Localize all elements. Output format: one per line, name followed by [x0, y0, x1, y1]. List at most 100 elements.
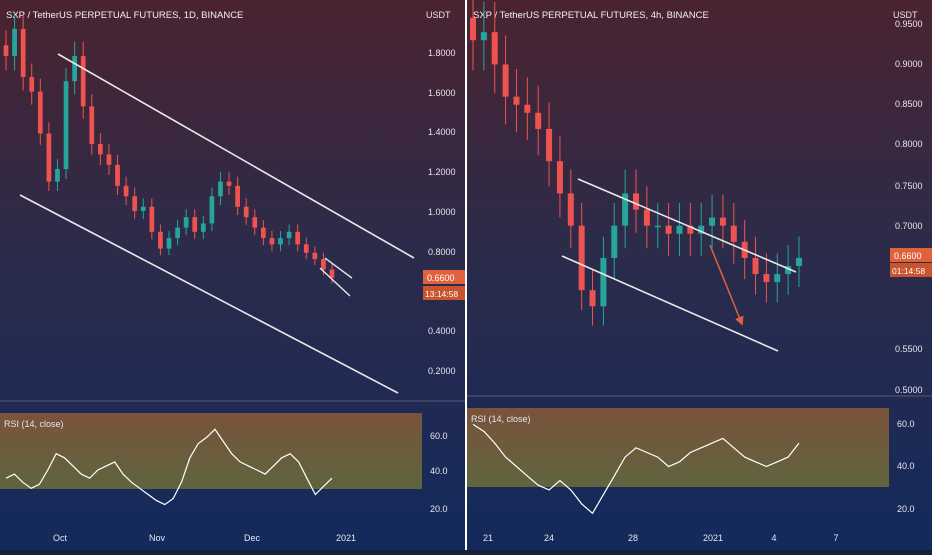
- candle: [278, 238, 283, 245]
- candle: [3, 45, 9, 57]
- candle: [600, 257, 607, 307]
- countdown-tag: [890, 263, 932, 277]
- candle: [72, 56, 77, 82]
- price-tick-label: 0.9000: [895, 59, 923, 69]
- rsi-label: RSI (14, close): [471, 414, 531, 424]
- price-tick-label: 0.2000: [428, 366, 456, 376]
- candle: [578, 225, 585, 291]
- rsi-label: RSI (14, close): [4, 419, 64, 429]
- time-tick-label: 24: [544, 533, 554, 543]
- trend-line[interactable]: [57, 53, 415, 259]
- candle: [106, 154, 112, 165]
- time-tick-label: 2021: [336, 533, 356, 543]
- candle: [295, 231, 301, 245]
- bar-countdown-label: 13:14:58: [425, 289, 458, 299]
- candle: [140, 206, 146, 211]
- candle: [261, 227, 266, 239]
- last-price-tag: [890, 248, 932, 262]
- candle: [321, 259, 326, 270]
- trend-line-small[interactable]: [319, 267, 351, 297]
- candle: [303, 244, 309, 253]
- candle: [46, 133, 52, 182]
- candle: [252, 217, 258, 228]
- candle: [654, 225, 661, 228]
- axis-unit-label: USDT: [893, 10, 918, 20]
- candle: [218, 181, 223, 197]
- price-tick-label: 0.7500: [895, 181, 923, 191]
- countdown-tag: [423, 286, 466, 300]
- candle: [123, 185, 129, 197]
- last-price-label: 0.6600: [894, 251, 922, 261]
- candle: [200, 223, 206, 232]
- price-tick-label: 1.8000: [428, 48, 456, 58]
- candle: [752, 257, 759, 275]
- rsi-tick-label: 60.0: [897, 419, 915, 429]
- price-tick-label: 1.4000: [428, 127, 456, 137]
- candle: [796, 257, 802, 266]
- price-tick-label: 0.8000: [895, 139, 923, 149]
- forecast-arrow[interactable]: [709, 244, 744, 326]
- candle: [37, 91, 43, 134]
- candle: [286, 231, 292, 239]
- pane-1d: SXP / TetherUS PERPETUAL FUTURES, 1D, BI…: [0, 10, 466, 543]
- candle: [12, 28, 17, 57]
- candle: [633, 193, 639, 210]
- rsi-tick-label: 40.0: [897, 461, 915, 471]
- price-tick-label: 0.7000: [895, 221, 923, 231]
- price-tick-label: 0.8000: [428, 247, 456, 257]
- candle: [115, 164, 120, 186]
- candle: [665, 225, 672, 234]
- time-tick-label: 28: [628, 533, 638, 543]
- rsi-tick-label: 20.0: [897, 504, 915, 514]
- candle: [535, 112, 542, 129]
- time-tick-label: 21: [483, 533, 493, 543]
- trend-line[interactable]: [577, 178, 797, 273]
- price-tick-label: 0.4000: [428, 326, 456, 336]
- rsi-overbought-band: [467, 408, 889, 487]
- candle: [269, 238, 275, 245]
- candle: [312, 252, 318, 260]
- candle: [235, 185, 240, 207]
- candle: [329, 269, 335, 278]
- candle: [513, 96, 520, 105]
- candle: [158, 231, 163, 249]
- candle: [643, 209, 650, 226]
- price-tick-label: 0.5500: [895, 344, 923, 354]
- time-tick-label: Oct: [53, 533, 68, 543]
- candle: [98, 143, 103, 155]
- candle: [209, 196, 215, 224]
- candle: [491, 32, 498, 65]
- candle: [470, 17, 476, 41]
- candle: [719, 217, 726, 226]
- candle: [556, 161, 563, 194]
- chart-title: SXP / TetherUS PERPETUAL FUTURES, 4h, BI…: [473, 10, 709, 21]
- candle: [676, 225, 683, 234]
- price-tick-label: 1.6000: [428, 88, 456, 98]
- price-tick-label: 0.5000: [895, 385, 923, 395]
- candle: [243, 206, 249, 218]
- trend-line[interactable]: [561, 255, 779, 352]
- candle: [80, 56, 86, 107]
- trend-line[interactable]: [19, 194, 399, 394]
- candle: [20, 28, 26, 78]
- price-tick-label: 1.0000: [428, 207, 456, 217]
- last-price-tag: [423, 270, 466, 284]
- candle: [785, 266, 792, 275]
- candle: [175, 227, 180, 239]
- price-tick-label: 0.8500: [895, 99, 923, 109]
- rsi-overbought-band: [0, 413, 422, 489]
- candle: [589, 290, 596, 307]
- candle: [55, 169, 60, 182]
- time-tick-label: 2021: [703, 533, 723, 543]
- time-tick-label: Dec: [244, 533, 261, 543]
- candle: [89, 106, 95, 144]
- candle: [730, 225, 737, 242]
- trend-line-small[interactable]: [324, 257, 353, 279]
- time-tick-label: 7: [833, 533, 838, 543]
- time-tick-label: 4: [771, 533, 776, 543]
- candle: [192, 217, 198, 232]
- candle: [226, 181, 232, 186]
- candle: [149, 206, 155, 232]
- candle: [480, 32, 487, 41]
